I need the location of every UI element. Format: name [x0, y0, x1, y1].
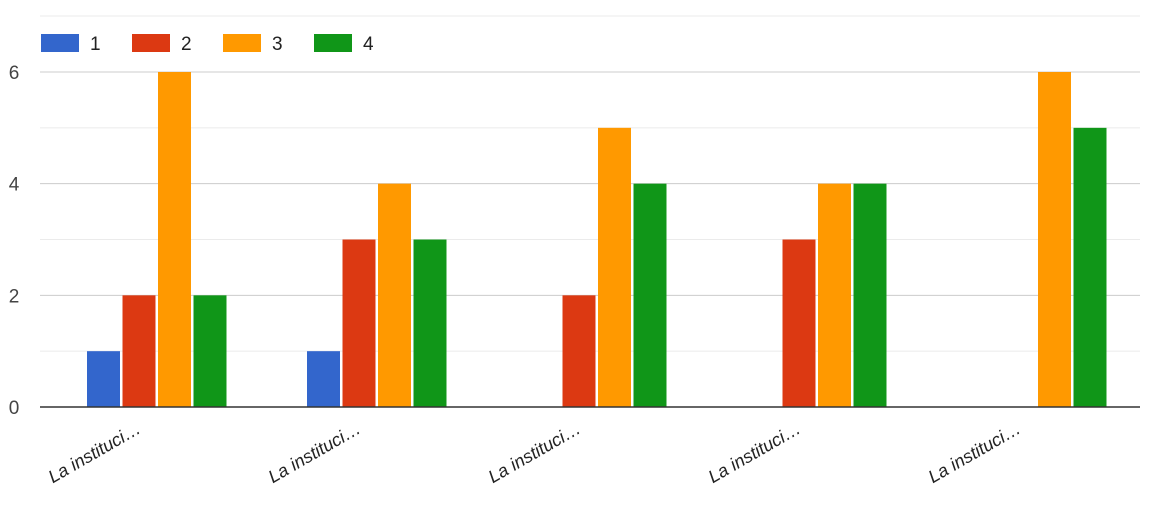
- legend-swatch: [223, 34, 261, 52]
- bar-series-4-cat-1[interactable]: [193, 295, 227, 407]
- bar-series-2-cat-2[interactable]: [342, 239, 376, 408]
- x-axis-category-labels: La instituci… La instituci… La instituci… L…: [45, 418, 1024, 487]
- bars: [87, 72, 1107, 407]
- legend-label: 2: [181, 34, 192, 55]
- bar-series-1-cat-1[interactable]: [87, 351, 120, 407]
- y-tick-label: 6: [9, 63, 20, 84]
- bar-series-3-cat-1[interactable]: [158, 72, 191, 407]
- x-category-label: La instituci…: [925, 418, 1024, 487]
- bar-series-4-cat-2[interactable]: [413, 239, 447, 408]
- legend-item-2[interactable]: 2: [132, 34, 192, 55]
- bar-series-4-cat-5[interactable]: [1073, 127, 1107, 407]
- y-tick-label: 0: [9, 398, 20, 419]
- legend-swatch: [314, 34, 352, 52]
- bar-series-3-cat-5[interactable]: [1038, 72, 1071, 407]
- legend-item-4[interactable]: 4: [314, 34, 374, 55]
- y-tick-label: 4: [9, 175, 20, 196]
- x-category-label: La instituci…: [265, 418, 364, 487]
- bar-series-2-cat-3[interactable]: [562, 295, 596, 407]
- y-axis-tick-labels: 0 2 4 6: [9, 63, 20, 419]
- legend-item-1[interactable]: 1: [41, 34, 101, 55]
- bar-series-4-cat-4[interactable]: [853, 183, 887, 407]
- bar-series-4-cat-3[interactable]: [633, 183, 667, 407]
- legend: 1 2 3 4: [41, 34, 374, 55]
- x-category-label: La instituci…: [45, 418, 144, 487]
- legend-swatch: [41, 34, 79, 52]
- bar-series-3-cat-3[interactable]: [598, 127, 631, 407]
- legend-swatch: [132, 34, 170, 52]
- bar-series-1-cat-2[interactable]: [307, 351, 340, 407]
- legend-item-3[interactable]: 3: [223, 34, 283, 55]
- y-tick-label: 2: [9, 286, 20, 307]
- legend-label: 4: [363, 34, 374, 55]
- bar-series-3-cat-2[interactable]: [378, 183, 411, 407]
- bar-series-2-cat-1[interactable]: [122, 295, 156, 407]
- legend-label: 1: [90, 34, 101, 55]
- legend-label: 3: [272, 34, 283, 55]
- bar-series-2-cat-4[interactable]: [782, 239, 816, 408]
- x-category-label: La instituci…: [705, 418, 804, 487]
- x-category-label: La instituci…: [485, 418, 584, 487]
- bar-series-3-cat-4[interactable]: [818, 183, 851, 407]
